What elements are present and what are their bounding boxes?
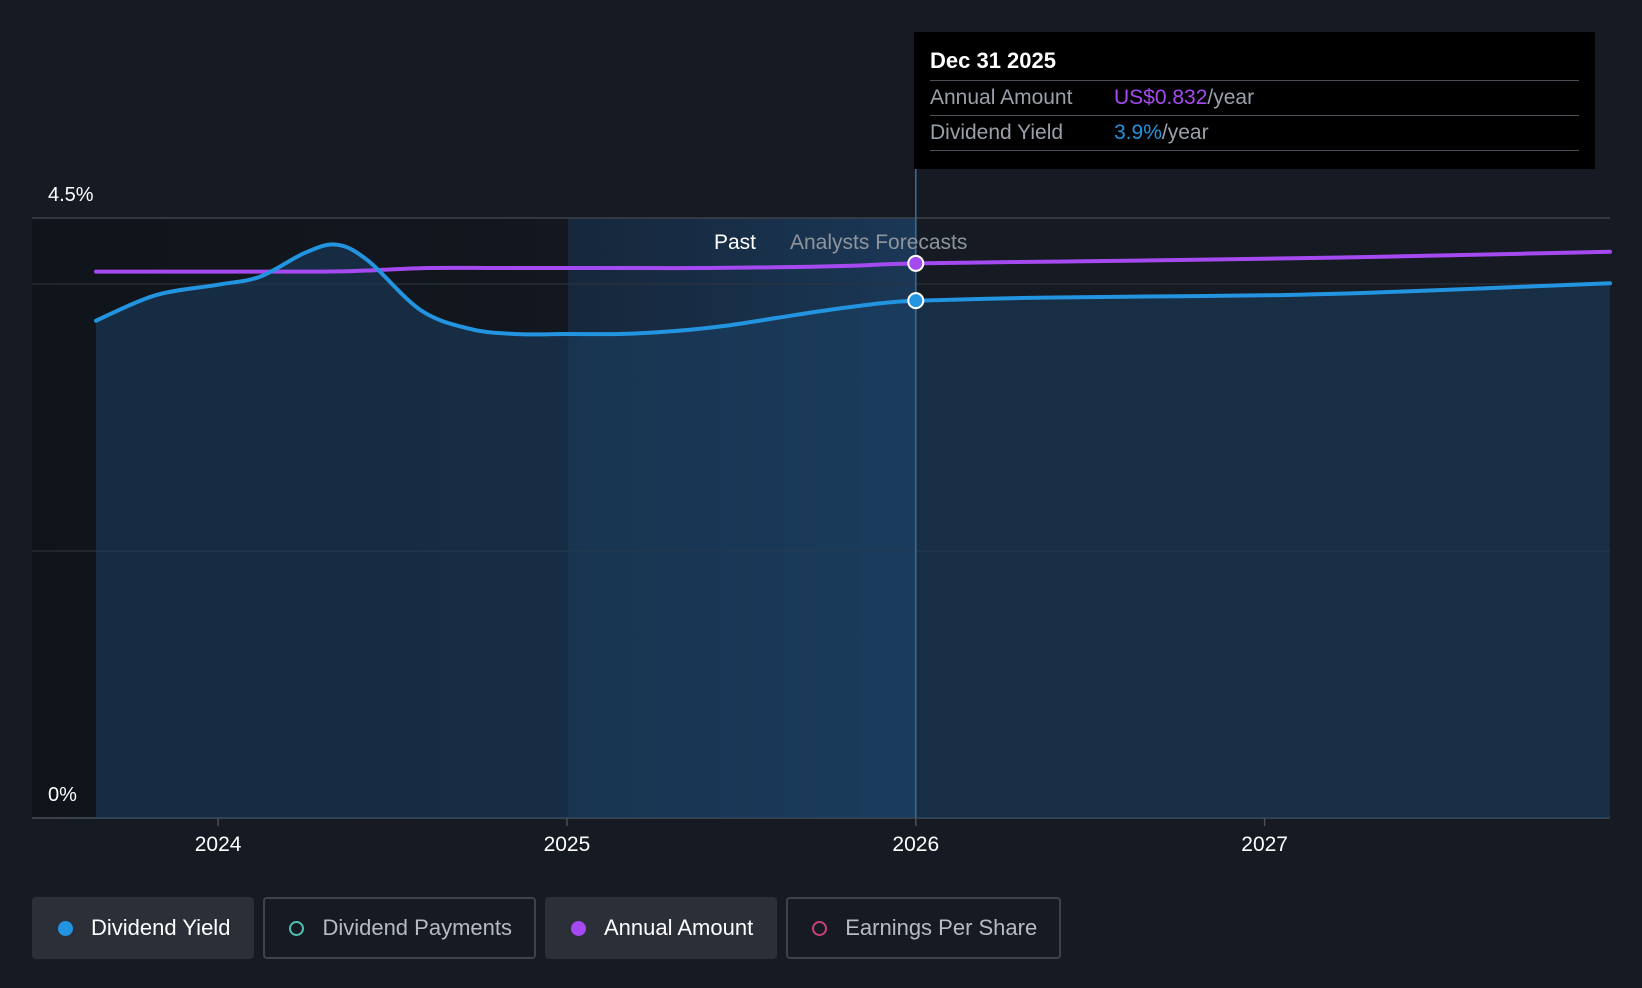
x-tick-label-2024: 2024 [195, 833, 242, 856]
dividend-yield-marker [907, 292, 925, 310]
y-tick-label-max: 4.5% [48, 184, 94, 206]
tooltip-label: Annual Amount [930, 86, 1073, 109]
tooltip-row-dividend-yield: Dividend Yield 3.9% /year [930, 115, 1579, 151]
tooltip-value: 3.9% [1114, 121, 1162, 144]
region-label-past: Past [714, 231, 756, 254]
x-tick-label-2025: 2025 [544, 833, 591, 856]
chart-legend: Dividend Yield Dividend Payments Annual … [32, 897, 1070, 959]
x-tick-label-2026: 2026 [892, 833, 939, 856]
legend-dividend-payments[interactable]: Dividend Payments [263, 897, 536, 959]
legend-earnings-per-share[interactable]: Earnings Per Share [786, 897, 1062, 959]
legend-label: Dividend Yield [91, 915, 231, 940]
tooltip-label: Dividend Yield [930, 121, 1064, 144]
annual-amount-dot-icon [570, 920, 586, 936]
annual-amount-marker [907, 254, 925, 272]
hover-tooltip: Dec 31 2025 Annual Amount US$0.832 /year… [914, 32, 1595, 169]
dividend-yield-area [96, 244, 1610, 818]
earnings-per-share-ring-icon [812, 920, 828, 936]
legend-dividend-yield[interactable]: Dividend Yield [32, 897, 255, 959]
dividend-payments-ring-icon [289, 920, 305, 936]
tooltip-row-annual-amount: Annual Amount US$0.832 /year [930, 80, 1579, 115]
tooltip-value: US$0.832 [1114, 86, 1208, 109]
tooltip-unit: /year [1207, 86, 1255, 109]
legend-label: Dividend Payments [322, 915, 512, 940]
legend-annual-amount[interactable]: Annual Amount [544, 897, 778, 959]
y-tick-label-min: 0% [48, 784, 77, 806]
annual-amount-line [94, 249, 1612, 274]
dividend-yield-dot-icon [58, 920, 73, 936]
dividend-yield-line [94, 242, 1612, 337]
legend-label: Earnings Per Share [845, 915, 1038, 940]
legend-label: Annual Amount [603, 915, 754, 940]
x-tick-label-2027: 2027 [1241, 833, 1288, 856]
region-label-forecast: Analysts Forecasts [790, 231, 967, 254]
tooltip-unit: /year [1161, 121, 1209, 144]
tooltip-date: Dec 31 2025 [930, 48, 1056, 73]
